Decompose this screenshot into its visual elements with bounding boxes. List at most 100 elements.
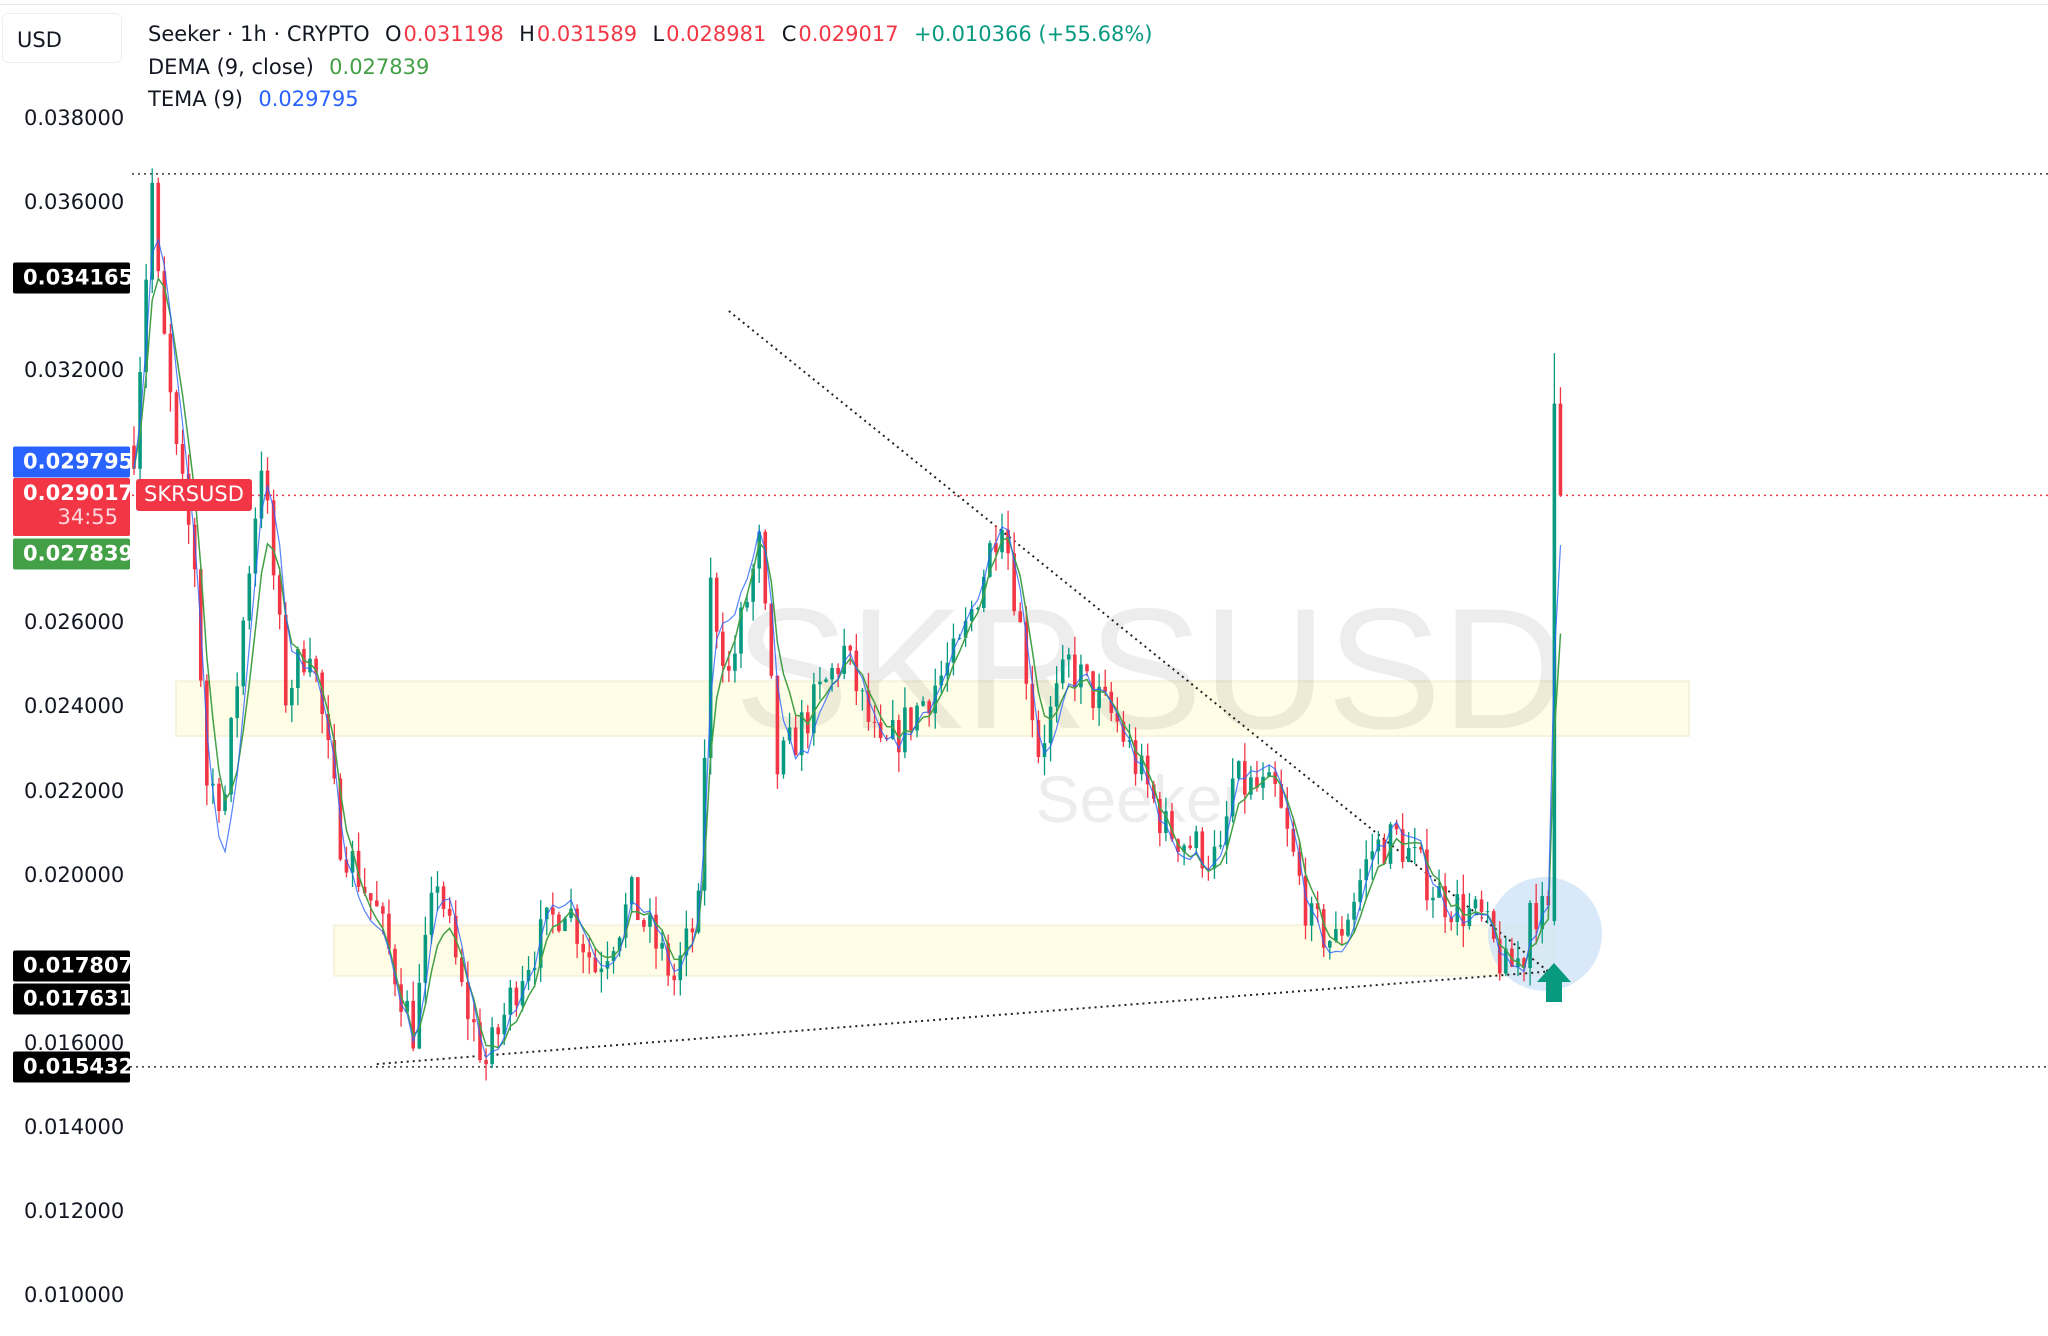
candle	[1224, 800, 1229, 864]
candle	[672, 963, 677, 996]
candle-body	[969, 608, 974, 621]
candle-body	[1504, 948, 1508, 974]
high-value: 0.031589	[536, 22, 638, 46]
candle	[1479, 890, 1484, 922]
high-price-tag: 0.034165	[13, 262, 133, 294]
candle	[1182, 843, 1186, 866]
candle-body	[1394, 824, 1399, 830]
candle-body	[1151, 784, 1156, 799]
candle	[994, 525, 998, 571]
candle-body	[174, 392, 179, 445]
candle	[1540, 881, 1545, 944]
candle-body	[362, 886, 367, 894]
candle	[1382, 833, 1387, 865]
candle-body	[1273, 772, 1277, 784]
candle-body	[1206, 868, 1211, 870]
candle	[623, 892, 628, 948]
candle-body	[271, 500, 276, 576]
candle-body	[320, 672, 324, 714]
candle	[1449, 911, 1453, 931]
candle	[1315, 891, 1320, 923]
candle-body	[1485, 911, 1490, 913]
y-tick-label: 0.010000	[24, 1283, 125, 1308]
candle	[890, 699, 895, 740]
high-label: H	[519, 22, 535, 46]
candle-body	[441, 886, 446, 909]
candle-body	[453, 915, 458, 958]
candle	[860, 688, 865, 711]
candle-body	[733, 653, 737, 671]
candle-body	[563, 918, 567, 932]
candle	[605, 941, 610, 980]
candle-body	[1528, 902, 1532, 969]
up-arrow-icon	[1537, 963, 1571, 1002]
candle-body	[854, 650, 859, 692]
low-value: 0.028981	[666, 22, 767, 46]
candle	[1455, 879, 1460, 936]
candle-body	[587, 952, 592, 958]
candle-body	[1382, 839, 1387, 864]
candle-body	[866, 690, 871, 722]
candle	[168, 323, 173, 412]
candle-body	[1340, 929, 1344, 936]
candle-body	[909, 707, 913, 731]
candle-body	[368, 893, 373, 901]
candle	[866, 672, 871, 731]
candle	[1443, 873, 1447, 934]
symbol-tag: SKRSUSD	[136, 479, 252, 511]
candle-body	[235, 686, 239, 719]
candle	[356, 832, 361, 892]
candle-body	[1303, 875, 1308, 926]
candle	[824, 677, 828, 683]
candle-body	[1164, 811, 1168, 833]
y-tick-label: 0.024000	[24, 694, 125, 719]
dema-value: 0.027839	[329, 55, 430, 79]
candle-body	[1558, 403, 1563, 496]
candle	[1230, 758, 1235, 823]
candle	[1510, 937, 1514, 968]
candle-body	[842, 645, 846, 675]
candle	[1285, 787, 1290, 847]
currency-selector[interactable]: USD	[2, 13, 122, 63]
candle-body	[1467, 908, 1472, 927]
candle	[308, 637, 312, 678]
candle	[1321, 904, 1326, 958]
candle-body	[1297, 851, 1302, 876]
candle-body	[423, 934, 428, 983]
candle	[763, 529, 768, 610]
support-resistance-zone	[333, 924, 1555, 977]
candle-body	[223, 794, 227, 812]
candle	[417, 964, 422, 1050]
y-tick-label: 0.038000	[24, 105, 125, 130]
candle-body	[939, 675, 944, 686]
candle-body	[1358, 880, 1362, 902]
candle-body	[1370, 851, 1375, 860]
candle-body	[1510, 948, 1514, 967]
candle	[484, 1048, 488, 1081]
symbol-info[interactable]: Seeker · 1h · CRYPTO	[148, 22, 370, 46]
candle-body	[1048, 706, 1053, 744]
candle	[180, 429, 185, 488]
candle	[174, 389, 179, 455]
candle-body	[417, 982, 422, 1049]
candle	[508, 980, 513, 1031]
candle-body	[1042, 743, 1047, 757]
tema-legend[interactable]: TEMA (9) 0.029795	[148, 87, 361, 111]
candle-body	[1012, 553, 1016, 612]
candle-body	[1066, 654, 1071, 660]
candle	[1206, 855, 1211, 881]
dema-legend[interactable]: DEMA (9, close) 0.027839	[148, 55, 431, 79]
candle	[447, 897, 452, 924]
candle-body	[1224, 816, 1229, 846]
candle	[963, 607, 968, 647]
candle-body	[387, 913, 391, 949]
candle-body	[1279, 783, 1284, 808]
bar-countdown: 34:55	[57, 505, 118, 529]
candle	[629, 875, 634, 914]
candle	[1012, 532, 1016, 616]
candle-body	[581, 943, 585, 953]
candle-body	[836, 667, 840, 675]
candle	[314, 655, 318, 683]
candle	[1036, 710, 1041, 764]
